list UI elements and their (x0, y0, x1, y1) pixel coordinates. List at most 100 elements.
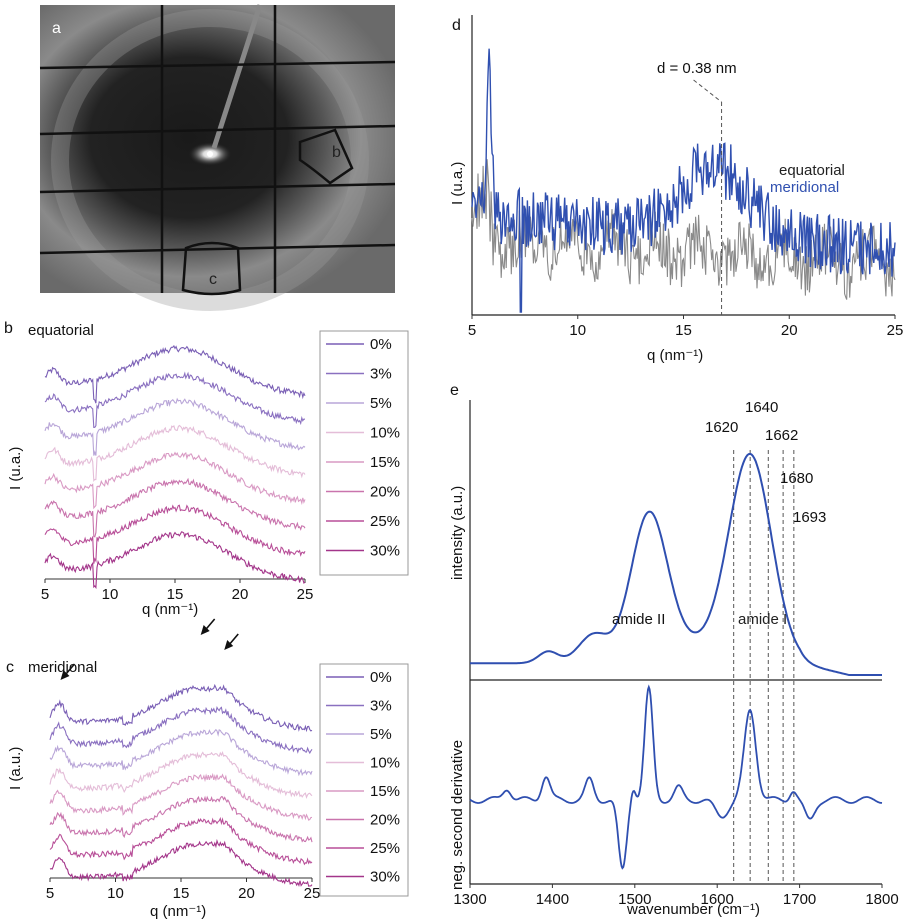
panel-e-band-amide-ii: amide II (612, 611, 665, 628)
reference-label: 1680 (780, 470, 813, 487)
panel-e-band-amide-i: amide I (738, 611, 787, 628)
panel-c-title: meridional (28, 659, 97, 676)
panel-b-legend: 0% 3% 5% 10% 15% 20% 25% 30% (319, 330, 409, 576)
x-tick-label: 10 (102, 586, 119, 603)
region-c-outline (181, 241, 242, 296)
reference-label: 1693 (793, 509, 826, 526)
panel-d-legend-meridional: meridional (770, 179, 839, 196)
x-tick-label: 15 (167, 586, 184, 603)
panel-d-spacing-label: d = 0.38 nm (657, 60, 737, 77)
panel-c-x-ticks: 5 10 15 20 25 (46, 878, 321, 902)
panel-b-x-ticks: 5 10 15 20 25 (41, 579, 314, 603)
x-tick-label: 20 (781, 322, 798, 339)
region-c-label: c (209, 271, 217, 288)
reference-label: 1640 (745, 399, 778, 416)
x-tick-label: 25 (304, 885, 321, 902)
x-tick-label: 20 (238, 885, 255, 902)
panel-e-x-ticks: 1300 1400 1500 1600 1700 1800 (453, 884, 899, 908)
legend-label: 15% (370, 454, 400, 471)
legend-label: 0% (370, 336, 392, 353)
series-line (49, 795, 313, 843)
series-line (44, 451, 306, 510)
series-line (44, 424, 306, 483)
panel-c-letter: c (6, 659, 14, 676)
panel-b-title: equatorial (28, 322, 94, 339)
panel-d-curves (471, 48, 896, 313)
series-line (44, 371, 306, 429)
reference-label: 1620 (705, 419, 738, 436)
series-line (49, 772, 313, 821)
series-line (49, 706, 313, 755)
series-line (49, 728, 313, 777)
legend-label: 10% (370, 425, 400, 442)
region-b-label: b (332, 144, 341, 161)
panel-d-xlabel: q (nm⁻¹) (647, 347, 703, 364)
panel-b-legend-box (319, 330, 409, 576)
panel-d: d I (u.a.) 5 10 15 20 25 d = 0.38 nm equator… (449, 15, 903, 364)
legend-label: 5% (370, 726, 392, 743)
panel-e-xlabel: wavenumber (cm⁻¹) (626, 901, 760, 918)
panel-c-legend: 0% 3% 5% 10% 15% 20% 25% 30% (319, 663, 409, 897)
series-line (44, 344, 306, 404)
x-tick-label: 15 (173, 885, 190, 902)
legend-label: 30% (370, 543, 400, 560)
x-tick-label: 1400 (536, 891, 569, 908)
panel-a: a b c (39, 4, 396, 311)
absorbance-line (470, 452, 882, 676)
legend-label: 0% (370, 669, 392, 686)
panel-b-curves (44, 344, 306, 590)
x-tick-label: 5 (46, 885, 54, 902)
series-line-equatorial (471, 159, 896, 300)
x-tick-label: 5 (41, 586, 49, 603)
series-line (44, 397, 306, 456)
panel-e-ylabel-top: intensity (a.u.) (449, 486, 466, 580)
x-tick-label: 1700 (783, 891, 816, 908)
panel-c: c meridional I (a.u.) 5 10 15 20 25 q (nm⁻¹)… (6, 618, 409, 920)
panel-d-ylabel: I (u.a.) (449, 162, 466, 205)
legend-label: 5% (370, 395, 392, 412)
peak-arrow-head (60, 670, 70, 680)
panel-d-letter: d (452, 17, 461, 34)
panel-d-spacing-leader (693, 79, 722, 103)
legend-label: 25% (370, 513, 400, 530)
legend-label: 20% (370, 484, 400, 501)
x-tick-label: 25 (297, 586, 314, 603)
panel-c-legend-box (319, 663, 409, 897)
legend-label: 10% (370, 755, 400, 772)
legend-label: 20% (370, 812, 400, 829)
panel-d-legend-equatorial: equatorial (779, 162, 845, 179)
panel-e-ylabel-bottom: neg. second derivative (449, 740, 466, 890)
x-tick-label: 5 (468, 322, 476, 339)
series-line (44, 477, 306, 538)
x-tick-label: 25 (887, 322, 904, 339)
series-line (49, 683, 313, 733)
series-line (44, 504, 306, 564)
panel-c-ylabel: I (a.u.) (7, 747, 24, 790)
x-tick-label: 1600 (701, 891, 734, 908)
panel-b-letter: b (4, 320, 13, 337)
peak-arrow-head (224, 640, 234, 650)
x-tick-label: 15 (675, 322, 692, 339)
region-b-outline (298, 128, 354, 185)
legend-label: 30% (370, 869, 400, 886)
series-line (49, 816, 313, 866)
x-tick-label: 20 (232, 586, 249, 603)
diffraction-ring (51, 9, 369, 311)
beam-stop-arm (211, 4, 263, 149)
panel-c-curves (49, 683, 313, 887)
panel-e-reference-lines: 1620 1640 1662 1680 1693 (705, 399, 826, 884)
peak-arrow-head (200, 625, 210, 635)
legend-label: 3% (370, 366, 392, 383)
panel-c-xlabel: q (nm⁻¹) (150, 903, 206, 920)
legend-label: 25% (370, 840, 400, 857)
panel-e: e intensity (a.u.) neg. second derivativ… (449, 382, 899, 918)
legend-label: 15% (370, 783, 400, 800)
panel-a-letter: a (52, 20, 61, 37)
series-line (49, 838, 313, 887)
panel-c-arrows (60, 618, 239, 680)
panel-d-x-ticks: 5 10 15 20 25 (468, 315, 904, 339)
derivative-line (469, 684, 883, 870)
panel-b: b equatorial I (u.a.) 5 10 15 20 25 q (nm⁻¹)… (4, 320, 409, 618)
series-line (44, 531, 306, 590)
